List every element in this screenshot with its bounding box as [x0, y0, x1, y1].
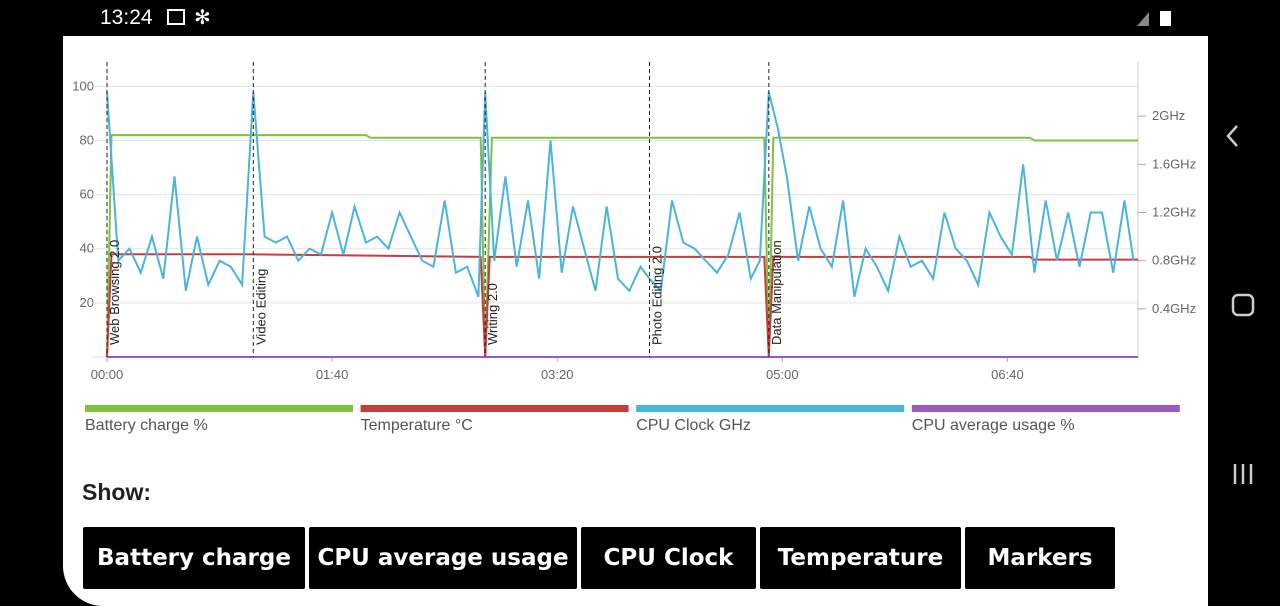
y2-tick-label: 2GHz [1152, 108, 1185, 123]
toggle-button[interactable]: CPU average usage [309, 527, 577, 589]
toggle-button[interactable]: Battery charge [83, 527, 305, 589]
series-line [106, 91, 1135, 298]
marker-label: Web Browsing 2.0 [107, 240, 122, 345]
status-time: 13:24 [100, 6, 153, 29]
legend-label: Battery charge % [85, 417, 208, 434]
y-tick-label: 60 [80, 187, 94, 202]
nav-home[interactable] [1231, 293, 1255, 317]
series-line [106, 253, 1138, 358]
show-label: Show: [82, 479, 151, 505]
x-tick-label: 05:00 [766, 367, 799, 382]
y-tick-label: 80 [80, 132, 94, 147]
y-tick-label: 40 [80, 241, 94, 256]
nav-back[interactable] [1226, 125, 1238, 147]
legend-swatch [636, 405, 905, 412]
x-tick-label: 01:40 [316, 367, 349, 382]
y2-tick-label: 1.2GHz [1152, 205, 1196, 220]
marker-label: Photo Editing 2.0 [650, 246, 665, 345]
legend-label: CPU Clock GHz [636, 417, 751, 434]
legend-swatch [360, 405, 629, 412]
toggle-button[interactable]: Temperature [760, 527, 961, 589]
x-tick-label: 03:20 [541, 367, 574, 382]
marker-label: Data Manipulation [769, 240, 784, 345]
series-line [106, 134, 1138, 358]
battery-icon [1160, 11, 1171, 26]
y-tick-label: 100 [72, 78, 94, 93]
legend-label: Temperature °C [361, 417, 473, 434]
snow-icon: ✻ [194, 7, 211, 29]
app-card [63, 36, 1208, 606]
toggle-button[interactable]: CPU Clock [581, 527, 756, 589]
y2-tick-label: 0.8GHz [1152, 253, 1196, 268]
signal-icon [1137, 12, 1149, 26]
y-tick-label: 20 [80, 295, 94, 310]
marker-label: Writing 2.0 [485, 283, 500, 345]
y2-tick-label: 1.6GHz [1152, 156, 1196, 171]
legend-swatch [85, 405, 353, 412]
image-icon [167, 9, 185, 25]
toggle-button[interactable]: Markers [965, 527, 1115, 589]
x-tick-label: 00:00 [91, 367, 124, 382]
y2-tick-label: 0.4GHz [1152, 301, 1196, 316]
marker-label: Video Editing [253, 269, 268, 345]
x-tick-label: 06:40 [991, 367, 1024, 382]
legend-swatch [911, 405, 1180, 412]
legend-label: CPU average usage % [912, 417, 1075, 434]
nav-recent[interactable] [1233, 464, 1253, 484]
